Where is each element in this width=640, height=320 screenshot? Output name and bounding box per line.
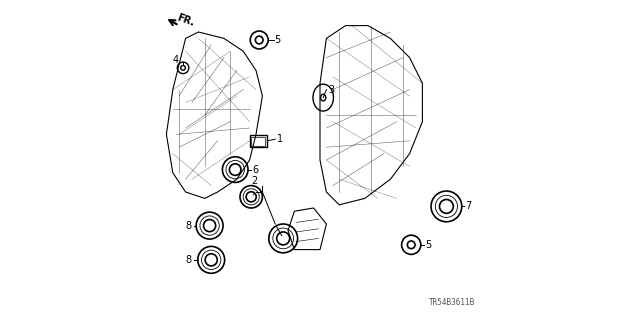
Text: 8: 8: [186, 255, 192, 265]
Text: 4: 4: [172, 55, 179, 65]
Text: FR.: FR.: [175, 12, 196, 28]
Text: 1: 1: [277, 134, 283, 144]
Text: 5: 5: [275, 35, 281, 45]
Text: 8: 8: [186, 220, 192, 231]
Text: 5: 5: [425, 240, 431, 250]
Text: 6: 6: [252, 164, 259, 175]
Text: 2: 2: [252, 176, 257, 186]
Text: 7: 7: [465, 201, 471, 212]
Text: TR54B3611B: TR54B3611B: [429, 298, 475, 307]
Text: 3: 3: [328, 84, 334, 95]
